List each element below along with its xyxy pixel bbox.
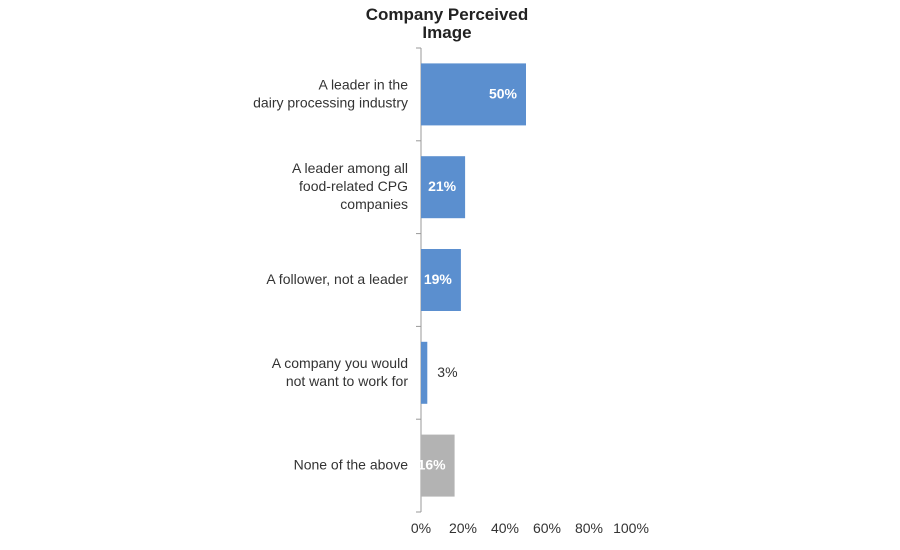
data-label: 50%	[489, 85, 518, 101]
y-tick-label: A company you would not want to work for	[272, 355, 409, 389]
data-label: 21%	[428, 178, 457, 194]
y-tick-label: A leader among all food-related CPG compan…	[292, 160, 408, 212]
x-tick-label: 60%	[533, 520, 561, 536]
x-tick-label: 40%	[491, 520, 519, 536]
bar	[421, 156, 466, 219]
y-tick-label: A leader in the dairy processing industry	[253, 76, 408, 110]
x-tick-label: 80%	[575, 520, 603, 536]
bar	[421, 434, 455, 497]
data-label: 3%	[437, 364, 457, 380]
x-tick-label: 20%	[449, 520, 477, 536]
bar	[421, 249, 461, 311]
y-tick-label: None of the above	[294, 456, 409, 472]
bar	[421, 341, 428, 404]
data-label: 16%	[418, 456, 447, 472]
y-tick-label: A follower, not a leader	[266, 271, 408, 287]
data-label: 19%	[424, 271, 453, 287]
x-tick-label: 0%	[411, 520, 431, 536]
chart-title: Company Perceived Image	[366, 5, 529, 42]
bar	[421, 63, 526, 126]
x-tick-label: 100%	[613, 520, 649, 536]
